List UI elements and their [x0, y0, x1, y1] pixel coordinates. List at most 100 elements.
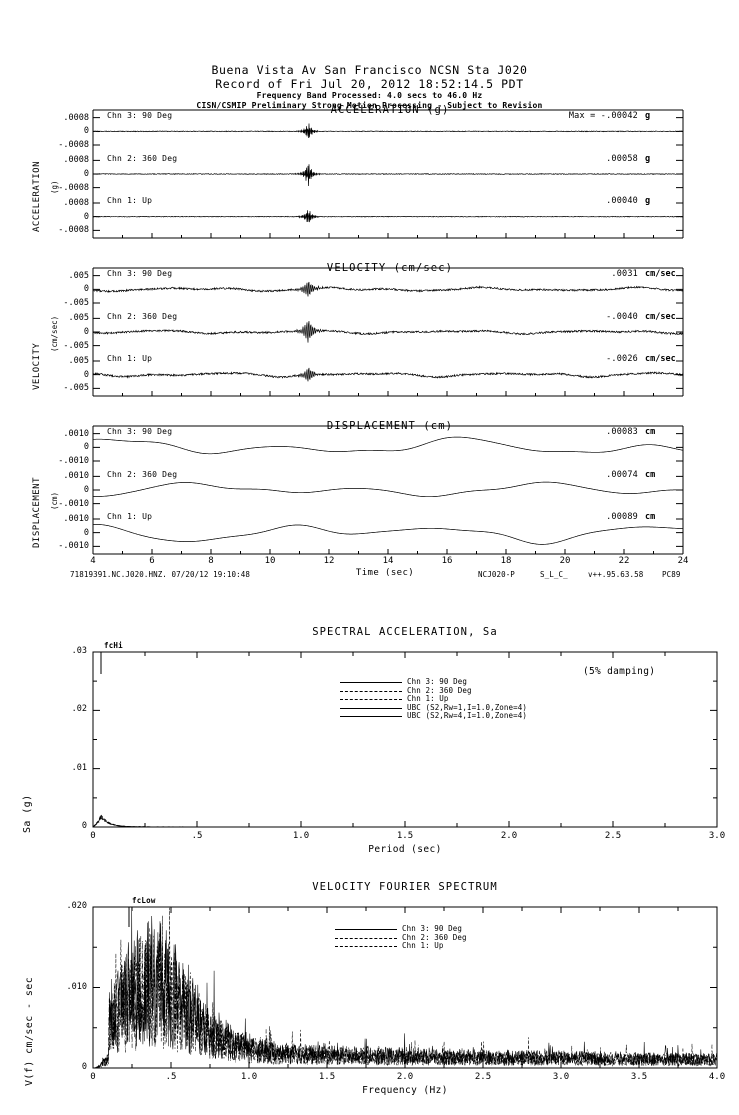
ytick-label: 0 — [83, 126, 89, 137]
peak-unit-label: g — [645, 111, 651, 121]
xtick-label: .5 — [165, 1072, 177, 1082]
time-tick-label: 12 — [323, 556, 335, 566]
footer-right-c: v++.95.63.58 — [588, 570, 644, 579]
legend-item: Chn 3: 90 Deg — [335, 924, 467, 934]
xtick-label: 1.5 — [318, 1072, 336, 1082]
fft-curve-ch1 — [93, 915, 718, 1069]
sa-legend: Chn 3: 90 Deg Chn 2: 360 Deg Chn 1: Up UBC … — [340, 677, 527, 721]
legend-item: UBC (S2,Rw=1,I=1.0,Zone=4) — [340, 702, 527, 713]
time-tick-label: 22 — [618, 556, 630, 566]
xtick-label: 3.0 — [708, 831, 726, 841]
fft-xaxis-label: Frequency (Hz) — [362, 1085, 448, 1096]
trace-velocity-ch3 — [92, 281, 684, 297]
peak-unit-label: cm/sec — [645, 354, 676, 365]
trace-acceleration-ch1 — [92, 210, 684, 223]
peak-unit-label: cm — [645, 512, 656, 523]
xtick-label: 3.5 — [630, 1072, 648, 1082]
panel-velocity: VELOCITY (cm/sec) VELOCITY (cm/sec) Chn 3: … — [0, 262, 739, 408]
peak-value-label: Max = -.00042 — [568, 111, 638, 121]
channel-label: Chn 1: Up — [107, 354, 153, 364]
legend-line-swatch-solid — [340, 678, 402, 687]
legend-label: UBC (S2,Rw=1,I=1.0,Zone=4) — [407, 702, 527, 712]
channel-label: Chn 3: 90 Deg — [107, 427, 173, 436]
sa-curve-ch1 — [92, 817, 717, 828]
peak-unit-label: cm — [645, 469, 656, 480]
xtick-label: 1.5 — [396, 831, 414, 841]
ytick-label: -.005 — [63, 383, 89, 394]
peak-value-label: .0031 — [611, 269, 638, 279]
footer-record-id: 71819391.NC.J020.HNZ. 07/20/12 19:10:48 — [70, 570, 250, 579]
channel-label: Chn 1: Up — [107, 196, 153, 206]
footer-right-a: NCJ020-P — [478, 570, 515, 579]
sa-xaxis-label: Period (sec) — [368, 844, 442, 855]
ytick-label: 0 — [83, 485, 89, 495]
ytick-label: .0010 — [63, 471, 89, 482]
fchi-marker-label: fcHi — [104, 641, 123, 650]
legend-line-swatch-dashed — [335, 934, 397, 943]
peak-unit-label: g — [645, 196, 651, 207]
peak-value-label: .00058 — [606, 153, 638, 164]
xtick-label: 2.5 — [604, 831, 622, 841]
ytick-label: 0 — [83, 369, 89, 380]
xtick-label: 1.0 — [292, 831, 310, 841]
peak-value-label: .00040 — [606, 196, 638, 207]
trace-displacement-ch1 — [92, 524, 683, 545]
ytick-label: -.0010 — [58, 541, 89, 552]
ytick-label: -.005 — [63, 340, 89, 351]
ytick-label: .010 — [66, 981, 87, 992]
time-tick-label: 18 — [500, 556, 512, 566]
processing-agency-line: CISN/CSMIP Preliminary Strong Motion Pro… — [196, 100, 543, 110]
fourier-spectrum-title: VELOCITY FOURIER SPECTRUM — [312, 881, 498, 893]
ytick-label: 0 — [81, 821, 87, 831]
footer-right-b: S_L_C_ — [540, 570, 568, 579]
ytick-label: .005 — [68, 356, 89, 366]
legend-line-swatch-solid — [340, 712, 402, 721]
legend-item: UBC (S2,Rw=4,I=1.0,Zone=4) — [340, 712, 527, 721]
channel-label: Chn 2: 360 Deg — [107, 469, 178, 479]
time-tick-label: 14 — [382, 556, 394, 566]
xtick-label: 4.0 — [708, 1072, 726, 1082]
time-tick-label: 24 — [677, 556, 689, 566]
legend-item: Chn 1: Up — [335, 942, 467, 951]
ytick-label: .01 — [71, 762, 87, 773]
ytick-label: .0010 — [63, 428, 89, 439]
channel-label: Chn 3: 90 Deg — [107, 111, 173, 120]
panel-acceleration: ACCELERATION (g) ACCELERATION (g) Chn 3: 90… — [0, 104, 739, 250]
legend-label: Chn 3: 90 Deg — [402, 924, 462, 933]
ytick-label: .03 — [71, 646, 87, 656]
ytick-label: .0008 — [63, 155, 89, 166]
peak-value-label: .00089 — [606, 512, 638, 523]
fft-yaxis-label: V(f) cm/sec - sec — [24, 976, 35, 1086]
ytick-label: 0 — [83, 284, 89, 295]
ytick-label: 0 — [83, 169, 89, 179]
xtick-label: 2.0 — [396, 1072, 414, 1082]
legend-label: Chn 1: Up — [407, 694, 449, 704]
ytick-label: -.0008 — [58, 139, 89, 150]
xtick-label: 1.0 — [240, 1072, 258, 1082]
trace-displacement-ch2 — [93, 481, 683, 498]
ytick-label: .0008 — [63, 198, 89, 208]
channel-label: Chn 1: Up — [107, 512, 153, 522]
ytick-label: .02 — [71, 704, 87, 715]
sa-curve-ch2 — [92, 813, 717, 828]
time-tick-label: 4 — [90, 556, 96, 566]
ytick-label: -.0010 — [58, 498, 89, 509]
legend-label: Chn 2: 360 Deg — [407, 685, 472, 695]
trace-velocity-ch1 — [92, 367, 684, 382]
trace-acceleration-ch2 — [92, 164, 684, 187]
time-tick-label: 20 — [559, 556, 571, 566]
legend-line-swatch-dashed — [340, 687, 402, 696]
legend-label: Chn 3: 90 Deg — [407, 677, 467, 686]
damping-note: (5% damping) — [583, 666, 656, 677]
ytick-label: -.0008 — [58, 182, 89, 193]
legend-line-swatch-dashdot — [340, 695, 402, 704]
ytick-label: -.0010 — [58, 455, 89, 466]
sa-yaxis-label: Sa (g) — [22, 794, 33, 833]
fft-plot-area — [92, 906, 718, 1069]
ytick-label: 0 — [83, 442, 89, 453]
record-header: Buena Vista Av San Francisco NCSN Sta J0… — [0, 63, 739, 110]
time-axis-label: Time (sec) — [355, 568, 415, 578]
trace-acceleration-ch3 — [92, 123, 683, 139]
legend-label: Chn 1: Up — [402, 941, 444, 951]
spectral-acceleration-panel: SPECTRAL ACCELERATION, Sa .03 .02 .01 0 0 .5 1.… — [0, 626, 739, 860]
